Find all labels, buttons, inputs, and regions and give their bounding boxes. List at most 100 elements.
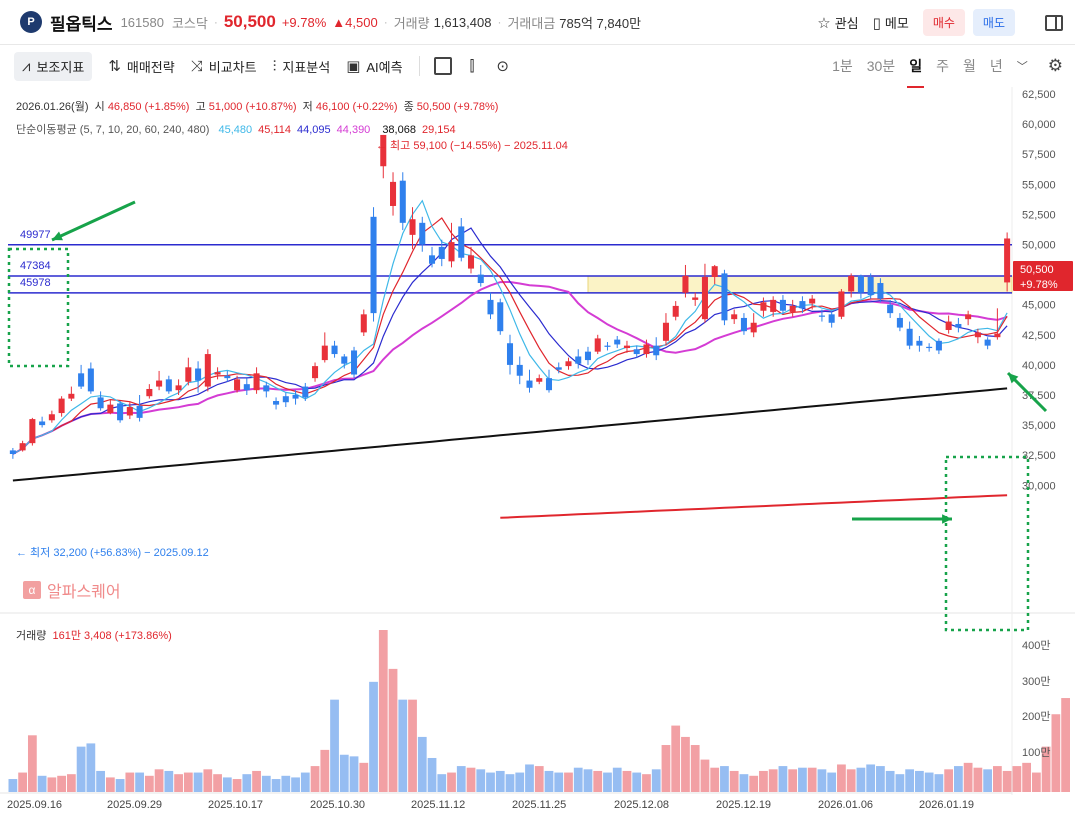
ohlc-date: 2026.01.26(월) (16, 101, 89, 113)
change-percent: +9.78% (281, 14, 327, 30)
close-value: 50,500 (+9.78%) (416, 101, 499, 113)
gear-icon[interactable]: ⚙ (1047, 56, 1063, 75)
volume-bar (885, 770, 895, 792)
candle-body (799, 301, 806, 309)
candle-body (916, 340, 923, 346)
volume-bar (515, 772, 525, 792)
ma-info: 단순이동평균 (5, 7, 10, 20, 60, 240, 480) 45,4… (16, 121, 456, 137)
volume-bar (105, 777, 115, 792)
candle-body (701, 277, 708, 320)
indicator-tool[interactable]: ⩘ 보조지표 (14, 51, 93, 81)
volume-bar (1031, 772, 1041, 792)
candle-body (97, 397, 104, 409)
volume-bar (759, 770, 768, 792)
candlestick-icon: ⫿ (469, 57, 475, 75)
volume-bar (739, 774, 749, 792)
y-tick-label: 37,500 (1022, 390, 1056, 402)
volume-bar (476, 769, 486, 792)
ai-predict-tool[interactable]: ▣ AI예측 (346, 57, 402, 76)
candle-body (623, 345, 630, 349)
open-value: 46,850 (+1.85%) (107, 101, 190, 113)
separator-dot: · (497, 15, 502, 29)
period-week[interactable]: 주 (936, 58, 949, 74)
analysis-tool[interactable]: ⫶ 지표분석 (273, 57, 331, 76)
candle-body (165, 379, 172, 392)
volume-bar (300, 772, 310, 792)
y-tick-label: 50,000 (1022, 240, 1056, 252)
ma480-line (500, 494, 1008, 519)
volume-bar (1051, 714, 1061, 792)
candle-body (789, 305, 796, 312)
volume-bar (427, 757, 437, 792)
volume-bar (1022, 762, 1032, 792)
candle-body (994, 333, 1001, 338)
candle-body (487, 299, 494, 315)
candle-body (682, 275, 689, 293)
volume-bar (915, 770, 924, 792)
y-tick-label: 55,000 (1022, 179, 1056, 191)
y-tick-label: 52,500 (1022, 209, 1056, 221)
side-panel-icon[interactable] (1045, 14, 1063, 31)
level-label-2: 45978 (20, 277, 51, 289)
candle-body (224, 375, 231, 379)
volume-bar (115, 779, 125, 792)
volume-title: 거래량 (16, 630, 47, 642)
volume-bar (18, 772, 28, 792)
candle-tool[interactable]: ⫿ (470, 58, 481, 75)
candle-body (87, 368, 94, 392)
volume-bar (583, 769, 593, 792)
candle-body (662, 322, 669, 341)
candle-body (458, 226, 465, 258)
candle-body (263, 385, 270, 392)
volume-bar (973, 767, 983, 792)
ma-title: 단순이동평균 (16, 124, 77, 136)
ma-value-2: 44,095 (297, 124, 331, 136)
period-month[interactable]: 월 (962, 58, 976, 74)
memo-button[interactable]: ▯ 메모 (873, 13, 909, 32)
volume-bar (817, 769, 827, 792)
compare-tool[interactable]: ⤨ 비교차트 (191, 57, 257, 76)
candle-body (302, 386, 309, 398)
chart-type-icon[interactable] (433, 57, 452, 75)
header-actions: ☆ 관심 ▯ 메모 매수 매도 (817, 0, 1075, 45)
volume-bar (242, 774, 252, 792)
compare-icon: ⤨ (190, 57, 203, 75)
volume-bar (632, 772, 642, 792)
sell-button[interactable]: 매도 (972, 9, 1015, 36)
volume-bar (827, 772, 837, 792)
buy-button[interactable]: 매수 (922, 9, 965, 36)
candle-body (253, 373, 260, 391)
volume-bar (222, 777, 232, 792)
strategy-tool[interactable]: ⇅ 매매전략 (108, 57, 174, 76)
candle-body (926, 346, 933, 349)
candle-body (594, 338, 601, 352)
period-day[interactable]: 일 (907, 58, 924, 88)
volume-bar (183, 772, 193, 792)
chevron-down-icon[interactable]: ﹀ (1016, 61, 1028, 73)
price-chart[interactable]: 62,50060,00057,50055,00052,50050,00047,5… (0, 87, 1075, 825)
x-tick-label: 2026.01.06 (818, 799, 873, 811)
volume-bar (895, 774, 905, 792)
last-pct-tag-value: +9.78% (1020, 279, 1058, 291)
candle-body (887, 304, 894, 314)
candle-body (48, 414, 55, 421)
volume-bar (456, 766, 466, 792)
market-name: 코스닥 (171, 15, 208, 31)
high-annotation: ← 최고 59,100 (−14.55%) − 2025.11.04 (376, 139, 568, 152)
candle-body (633, 349, 640, 355)
period-30min[interactable]: 30분 (866, 58, 896, 74)
change-amount: ▲4,500 (332, 14, 378, 30)
candle-body (214, 372, 221, 375)
watch-button[interactable]: ☆ 관심 (817, 13, 858, 32)
period-1min[interactable]: 1분 (832, 58, 853, 74)
candle-body (126, 407, 133, 416)
volume-bar (700, 759, 710, 792)
candle-body (565, 361, 572, 367)
indicator-icon: ⩘ (22, 57, 31, 75)
candle-body (760, 302, 767, 311)
period-year[interactable]: 년 (989, 58, 1003, 74)
x-tick-label: 2025.09.16 (7, 799, 62, 811)
screenshot-tool[interactable]: ⊙ (496, 57, 515, 75)
green-dotted-box-right (944, 455, 1030, 632)
y-tick-label: 57,500 (1022, 149, 1056, 161)
